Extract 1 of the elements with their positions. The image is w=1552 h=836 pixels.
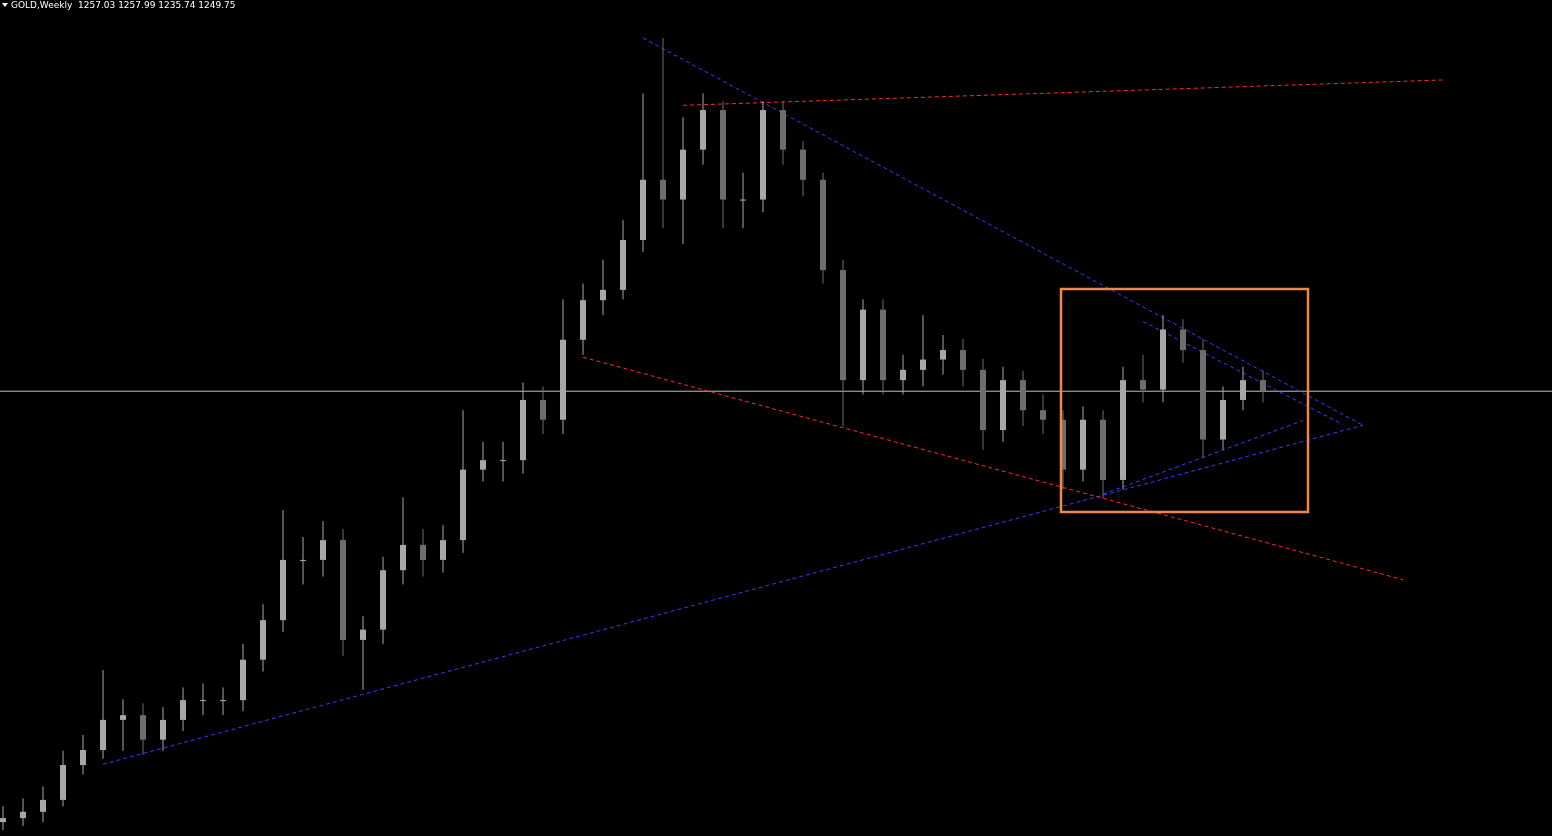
chart-title: GOLD,Weekly 1257.03 1257.99 1235.74 1249.75	[11, 0, 236, 10]
